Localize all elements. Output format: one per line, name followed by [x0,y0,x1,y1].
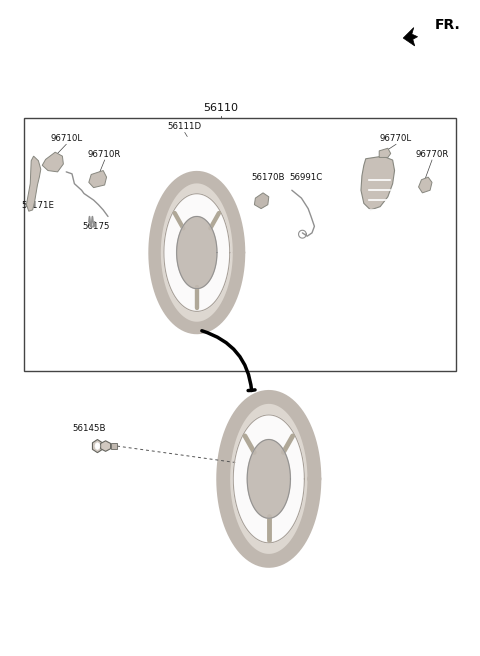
Polygon shape [164,194,230,312]
Polygon shape [361,156,395,210]
Polygon shape [223,397,314,561]
Polygon shape [254,193,269,209]
Text: 56175: 56175 [82,222,110,231]
Polygon shape [26,156,41,211]
Polygon shape [177,216,217,289]
Text: 56991C: 56991C [289,173,323,182]
Bar [111,443,117,449]
Text: 56145B: 56145B [72,424,106,433]
Polygon shape [155,177,239,328]
Polygon shape [379,148,391,157]
Polygon shape [233,415,304,543]
Text: 56170B: 56170B [251,173,285,182]
Circle shape [95,443,100,449]
Text: 96770L: 96770L [380,134,412,143]
Text: 56110: 56110 [204,103,238,113]
Text: FR.: FR. [434,18,460,32]
Text: 96710R: 96710R [88,150,121,159]
Text: 56111D: 56111D [168,122,202,131]
Polygon shape [93,440,102,453]
Text: 96710L: 96710L [50,134,82,143]
Polygon shape [89,171,107,188]
Polygon shape [403,28,418,46]
Text: 96770R: 96770R [415,150,449,159]
Polygon shape [419,177,432,193]
FancyBboxPatch shape [24,118,456,371]
Polygon shape [247,440,290,518]
Text: 56171E: 56171E [21,201,54,210]
Polygon shape [101,441,110,451]
Polygon shape [42,152,63,172]
